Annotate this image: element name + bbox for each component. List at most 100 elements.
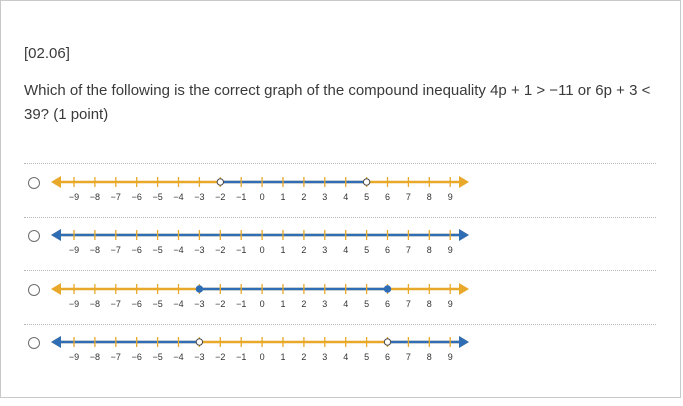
tick-label: −2 <box>215 245 225 255</box>
shade-arrow-left <box>51 336 61 348</box>
number-line-choice-c: −9 −8 −7 −6 −5 −4 −3 −2 −1 0 1 2 3 4 5 6 7 8 9 <box>51 283 469 309</box>
tick-label: −5 <box>152 299 162 309</box>
open-endpoint <box>216 178 225 186</box>
tick-label: −3 <box>194 245 204 255</box>
tick-label: −9 <box>69 245 79 255</box>
radio-choice-d[interactable] <box>28 337 40 349</box>
tick-label: 5 <box>364 245 369 255</box>
tick-label: −8 <box>90 352 100 362</box>
tick-label: 9 <box>448 352 453 362</box>
tick-label: 2 <box>301 245 306 255</box>
tick-label: −2 <box>215 192 225 202</box>
radio-choice-c[interactable] <box>28 284 40 296</box>
separator <box>24 324 656 325</box>
open-endpoint <box>362 178 371 186</box>
tick-label: −4 <box>173 299 183 309</box>
tick-label: −8 <box>90 299 100 309</box>
tick-label: −1 <box>236 192 246 202</box>
tick-label: −3 <box>194 299 204 309</box>
tick-label: 8 <box>427 245 432 255</box>
tick-label: −9 <box>69 192 79 202</box>
tick-label: −9 <box>69 299 79 309</box>
open-endpoint <box>195 338 204 346</box>
closed-endpoint <box>383 285 392 293</box>
tick-label: 9 <box>448 192 453 202</box>
tick-label: 5 <box>364 192 369 202</box>
tick-label: −7 <box>111 299 121 309</box>
tick-label: 6 <box>385 192 390 202</box>
tick-label: 1 <box>280 245 285 255</box>
tick-label: 7 <box>406 352 411 362</box>
tick-label: 3 <box>322 352 327 362</box>
tick-label: −3 <box>194 192 204 202</box>
tick-label: −5 <box>152 192 162 202</box>
tick-label: −9 <box>69 352 79 362</box>
axis-arrow-left <box>51 283 61 295</box>
shade-arrow-left <box>51 229 61 241</box>
radio-choice-b[interactable] <box>28 230 40 242</box>
tick-label: −1 <box>236 245 246 255</box>
tick-label: 3 <box>322 299 327 309</box>
tick-label: 5 <box>364 352 369 362</box>
tick-label: −3 <box>194 352 204 362</box>
tick-label: 0 <box>260 192 265 202</box>
number-line-choice-b: −9 −8 −7 −6 −5 −4 −3 −2 −1 0 1 2 3 4 5 6 7 8 9 <box>51 229 469 255</box>
axis-arrow-left <box>51 176 61 188</box>
tick-label: 4 <box>343 299 348 309</box>
separator <box>24 270 656 271</box>
tick-label: −1 <box>236 352 246 362</box>
tick-label: 8 <box>427 192 432 202</box>
open-endpoint <box>383 338 392 346</box>
tick-label: 6 <box>385 352 390 362</box>
tick-label: −5 <box>152 352 162 362</box>
question-text: Which of the following is the correct gr… <box>24 82 651 123</box>
separator <box>24 163 656 164</box>
tick-label: −6 <box>132 299 142 309</box>
shade-arrow-right <box>459 336 469 348</box>
tick-label: 0 <box>260 352 265 362</box>
tick-label: 4 <box>343 192 348 202</box>
tick-label: 9 <box>448 299 453 309</box>
tick-label: −7 <box>111 352 121 362</box>
tick-label: −2 <box>215 299 225 309</box>
question-card: [02.06] Which of the following is the co… <box>0 0 681 398</box>
tick-label: −7 <box>111 192 121 202</box>
question-id: [02.06] <box>24 45 70 62</box>
tick-label: 6 <box>385 245 390 255</box>
tick-label: 3 <box>322 245 327 255</box>
closed-endpoint <box>195 285 204 293</box>
tick-label: 2 <box>301 192 306 202</box>
number-line-choice-a: −9 −8 −7 −6 −5 −4 −3 −2 −1 0 1 2 3 4 5 6 7 8 9 <box>51 176 469 202</box>
tick-label: 2 <box>301 299 306 309</box>
separator <box>24 217 656 218</box>
tick-label: 1 <box>280 352 285 362</box>
tick-label: −2 <box>215 352 225 362</box>
tick-label: −6 <box>132 352 142 362</box>
tick-label: −8 <box>90 245 100 255</box>
tick-label: −1 <box>236 299 246 309</box>
tick-label: −7 <box>111 245 121 255</box>
radio-choice-a[interactable] <box>28 177 40 189</box>
tick-label: 3 <box>322 192 327 202</box>
tick-label: 1 <box>280 192 285 202</box>
tick-label: 8 <box>427 352 432 362</box>
tick-label: 4 <box>343 352 348 362</box>
tick-label: 5 <box>364 299 369 309</box>
tick-label: −4 <box>173 352 183 362</box>
tick-label: 6 <box>385 299 390 309</box>
tick-label: 7 <box>406 192 411 202</box>
number-line-choice-d: −9 −8 −7 −6 −5 −4 −3 −2 −1 0 1 2 3 4 5 6 7 8 9 <box>51 336 469 362</box>
shade-arrow-right <box>459 229 469 241</box>
tick-label: −8 <box>90 192 100 202</box>
tick-label: 1 <box>280 299 285 309</box>
tick-label: −6 <box>132 245 142 255</box>
tick-label: 0 <box>260 299 265 309</box>
tick-label: 7 <box>406 245 411 255</box>
tick-label: 8 <box>427 299 432 309</box>
tick-label: 2 <box>301 352 306 362</box>
tick-label: −4 <box>173 192 183 202</box>
tick-label: −6 <box>132 192 142 202</box>
axis-arrow-right <box>459 176 469 188</box>
tick-label: 0 <box>260 245 265 255</box>
tick-label: −5 <box>152 245 162 255</box>
